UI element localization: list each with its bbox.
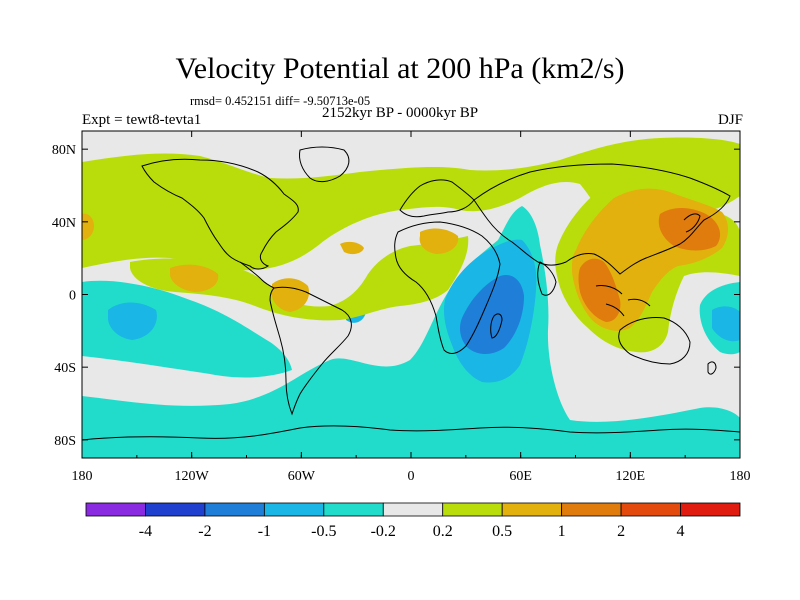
coast-japan — [683, 213, 701, 233]
field-negative-core — [460, 274, 524, 354]
colorbar-swatch — [680, 502, 741, 517]
x-tick-label: 120E — [616, 469, 646, 484]
coast-madagascar — [490, 313, 503, 339]
colorbar-label: 4 — [677, 523, 685, 540]
field-positive-north — [82, 137, 740, 271]
coastlines — [82, 146, 740, 441]
field-positive-core-asia — [578, 258, 621, 322]
y-tick-label: 0 — [69, 289, 76, 304]
field-negative-south — [82, 206, 740, 458]
colorbar-label: -1 — [258, 523, 271, 540]
colorbar-label: 0.2 — [433, 523, 453, 540]
contour-field — [82, 131, 740, 458]
field-positive-midatl — [340, 241, 364, 255]
coast-central-america — [239, 261, 275, 289]
field-positive-natl-orange — [419, 228, 459, 254]
colorbar-label: -4 — [139, 523, 152, 540]
season-label: DJF — [717, 112, 743, 128]
coast-australia — [618, 317, 691, 365]
y-tick-label: 40S — [54, 361, 76, 376]
coast-south-america — [269, 286, 352, 416]
colorbar-swatch — [323, 502, 384, 517]
stats-label: rmsd= 0.452151 diff= -9.50713e-05 — [190, 94, 371, 108]
y-tick-label: 80N — [52, 143, 76, 158]
colorbar-swatch — [204, 502, 265, 517]
coast-antarctica — [82, 425, 740, 441]
field-positive-westedge — [82, 213, 94, 240]
x-tick-label: 120W — [175, 469, 210, 484]
field-positive-pac-orange — [170, 264, 219, 292]
period-label: 2152kyr BP - 0000kyr BP — [322, 105, 479, 121]
x-axis: 180 120W 60W 0 60E 120E 180 — [72, 131, 751, 484]
colorbar-swatch — [85, 502, 146, 517]
coast-se-asia — [595, 285, 651, 317]
y-tick-label: 40N — [52, 216, 76, 231]
colorbar-label: 0.5 — [492, 523, 512, 540]
y-tick-label: 80S — [54, 434, 76, 449]
coast-africa — [394, 221, 501, 354]
colorbar-label: -0.2 — [371, 523, 396, 540]
colorbar-label: 2 — [617, 523, 625, 540]
colorbar-swatch — [561, 502, 622, 517]
coast-north-america — [141, 158, 299, 270]
colorbar-swatch — [501, 502, 563, 517]
y-axis: 80N 40N 0 40S 80S — [52, 143, 740, 449]
x-tick-label: 60W — [288, 469, 316, 484]
colorbar-swatch — [382, 502, 444, 517]
x-tick-label: 180 — [72, 469, 93, 484]
field-positive-tropics-west — [130, 236, 469, 321]
colorbar-label: -0.5 — [311, 523, 336, 540]
experiment-label: Expt = tewt8-tevta1 — [82, 112, 202, 128]
field-negative-pacific-core — [108, 302, 157, 340]
colorbar-swatch — [263, 502, 325, 517]
colorbar: -4 -2 -1 -0.5 -0.2 0.2 0.5 1 2 4 — [85, 502, 741, 540]
coast-asia — [473, 163, 731, 275]
colorbar-label: -2 — [198, 523, 211, 540]
x-tick-label: 0 — [408, 469, 415, 484]
colorbar-swatch — [145, 502, 206, 517]
coast-new-zealand — [707, 361, 717, 375]
field-negative-east-core — [712, 306, 740, 342]
colorbar-swatch — [620, 502, 681, 517]
field-positive-core-japan — [658, 208, 721, 251]
coast-greenland — [299, 146, 350, 183]
x-tick-label: 180 — [730, 469, 751, 484]
coast-india — [537, 261, 557, 296]
colorbar-label: 1 — [558, 523, 566, 540]
map-title: Velocity Potential at 200 hPa (km2/s) — [175, 52, 625, 85]
colorbar-swatch — [442, 502, 503, 517]
x-tick-label: 60E — [509, 469, 532, 484]
